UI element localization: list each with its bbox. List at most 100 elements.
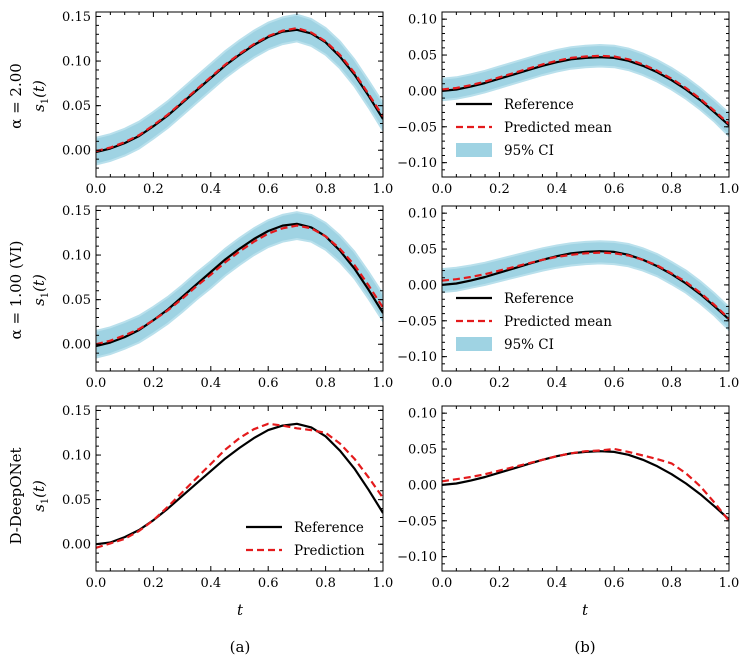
- ylabel-arg: (t): [30, 80, 48, 98]
- y-tick-label: 0.10: [408, 207, 437, 222]
- plot-area: [442, 447, 729, 522]
- x-tick-label: 0.6: [604, 576, 625, 591]
- y-tick-label: −0.05: [397, 120, 437, 135]
- legend-reference-label: Reference: [504, 97, 574, 113]
- x-tick-label: 0.6: [604, 182, 625, 197]
- plot-area: [96, 211, 383, 359]
- x-tick-label: 1.0: [373, 376, 394, 391]
- ylabel-sub: 1: [40, 498, 51, 504]
- x-tick-label: 0.0: [86, 576, 107, 591]
- x-tick-label: 0.2: [143, 376, 164, 391]
- reference-line: [96, 28, 383, 154]
- legend-reference-label: Reference: [294, 520, 364, 536]
- axes-frame: [95, 11, 384, 178]
- y-tick-label: 0.05: [62, 99, 91, 114]
- x-tick-label: 0.2: [489, 182, 510, 197]
- plot-panel-6: 0.0 0.2 0.4 0.6 0.8 1.0 −0.10 −0.05 0.00 0.05 0.10: [397, 405, 740, 591]
- x-tick-label: 0.0: [432, 376, 453, 391]
- plot-area: [442, 240, 729, 332]
- y-tick-label: −0.05: [397, 314, 437, 329]
- y-tick-label: −0.10: [397, 550, 437, 565]
- ci-band: [442, 43, 729, 138]
- prediction-line: [442, 54, 729, 125]
- y-tick-label: 0.10: [62, 55, 91, 70]
- legend-predicted-label: Predicted mean: [504, 314, 612, 330]
- ylabel-sub: 1: [40, 98, 51, 104]
- y-tick-label: 0.10: [408, 13, 437, 28]
- y-tick-label: 0.00: [408, 478, 437, 493]
- axes-frame: [95, 205, 384, 372]
- plot-panel-5: 0.0 0.2 0.4 0.6 0.8 1.0 0.00 0.05 0.10 0.15 Refere…: [62, 404, 393, 591]
- ylabel-arg: (t): [30, 274, 48, 292]
- panel-label-b: (b): [574, 638, 595, 656]
- ylabel-s: s: [30, 104, 48, 112]
- plot-panel-3: 0.0 0.2 0.4 0.6 0.8 1.0 0.00 0.05 0.10 0.15: [62, 204, 393, 391]
- legend-reference-label: Reference: [504, 291, 574, 307]
- x-tick-label: 0.0: [86, 376, 107, 391]
- plot-area: [96, 13, 383, 166]
- x-tick-label: 0.0: [86, 182, 107, 197]
- x-tick-label: 0.2: [489, 576, 510, 591]
- y-tick-label: 0.10: [62, 249, 91, 264]
- y-tick-label: 0.00: [408, 84, 437, 99]
- ci-band: [96, 13, 383, 166]
- axes-frame: [441, 405, 730, 572]
- x-tick-label: 0.6: [258, 576, 279, 591]
- y-tick-label: −0.10: [397, 156, 437, 171]
- y-tick-label: 0.00: [408, 278, 437, 293]
- x-tick-label: 0.8: [661, 376, 682, 391]
- x-tick-label: 1.0: [719, 576, 740, 591]
- plot-area: [96, 422, 383, 549]
- x-tick-label: 1.0: [719, 182, 740, 197]
- ylabel-s: s: [30, 298, 48, 306]
- prediction-line: [442, 447, 729, 522]
- ylabel-row-3: s1(t): [30, 480, 51, 512]
- row-label-3: D-DeepONet: [7, 447, 25, 544]
- y-tick-label: 0.05: [408, 443, 437, 458]
- y-tick-label: −0.10: [397, 350, 437, 365]
- x-tick-label: 0.0: [432, 576, 453, 591]
- y-tick-label: 0.05: [62, 493, 91, 508]
- x-tick-label: 1.0: [373, 576, 394, 591]
- x-tick-label: 1.0: [373, 182, 394, 197]
- row-label-1: α = 2.00: [7, 63, 25, 129]
- y-tick-label: 0.05: [408, 243, 437, 258]
- xlabel-right: t: [582, 601, 589, 619]
- y-tick-label: 0.05: [408, 49, 437, 64]
- x-tick-label: 0.6: [604, 376, 625, 391]
- prediction-line: [442, 251, 729, 320]
- x-tick-label: 0.6: [258, 182, 279, 197]
- y-tick-label: 0.00: [62, 144, 91, 159]
- x-tick-label: 0.8: [661, 576, 682, 591]
- reference-line: [442, 450, 729, 521]
- x-tick-label: 0.2: [143, 182, 164, 197]
- y-tick-label: 0.00: [62, 538, 91, 553]
- x-tick-label: 0.4: [200, 376, 221, 391]
- ylabel-arg: (t): [30, 480, 48, 498]
- x-tick-label: 0.4: [546, 182, 567, 197]
- ylabel-row-1: s1(t): [30, 80, 51, 112]
- svg-text:s1(t): s1(t): [30, 274, 51, 306]
- ylabel-sub: 1: [40, 292, 51, 298]
- prediction-line: [96, 224, 383, 346]
- plot-panel-2: 0.0 0.2 0.4 0.6 0.8 1.0 −0.10 −0.05 0.00 0.05 0.10…: [397, 11, 740, 197]
- x-tick-label: 0.8: [661, 182, 682, 197]
- x-tick-label: 0.4: [200, 576, 221, 591]
- legend-prediction-label: Prediction: [294, 543, 365, 559]
- legend-ci-swatch: [456, 337, 492, 351]
- xlabel-left: t: [237, 601, 244, 619]
- legend-ci-label: 95% CI: [504, 143, 554, 159]
- ylabel-s: s: [30, 504, 48, 512]
- plot-panel-4: 0.0 0.2 0.4 0.6 0.8 1.0 −0.10 −0.05 0.00 0.05 0.10…: [397, 205, 739, 391]
- y-tick-label: 0.15: [62, 404, 91, 419]
- y-tick-label: 0.05: [62, 293, 91, 308]
- plot-area: [442, 43, 729, 138]
- y-tick-label: 0.00: [62, 338, 91, 353]
- x-tick-label: 0.6: [258, 376, 279, 391]
- x-tick-label: 0.8: [315, 576, 336, 591]
- row-label-2: α = 1.00 (VI): [7, 241, 25, 340]
- legend-ci-label: 95% CI: [504, 337, 554, 353]
- x-tick-label: 0.2: [143, 576, 164, 591]
- ci-band: [442, 240, 729, 332]
